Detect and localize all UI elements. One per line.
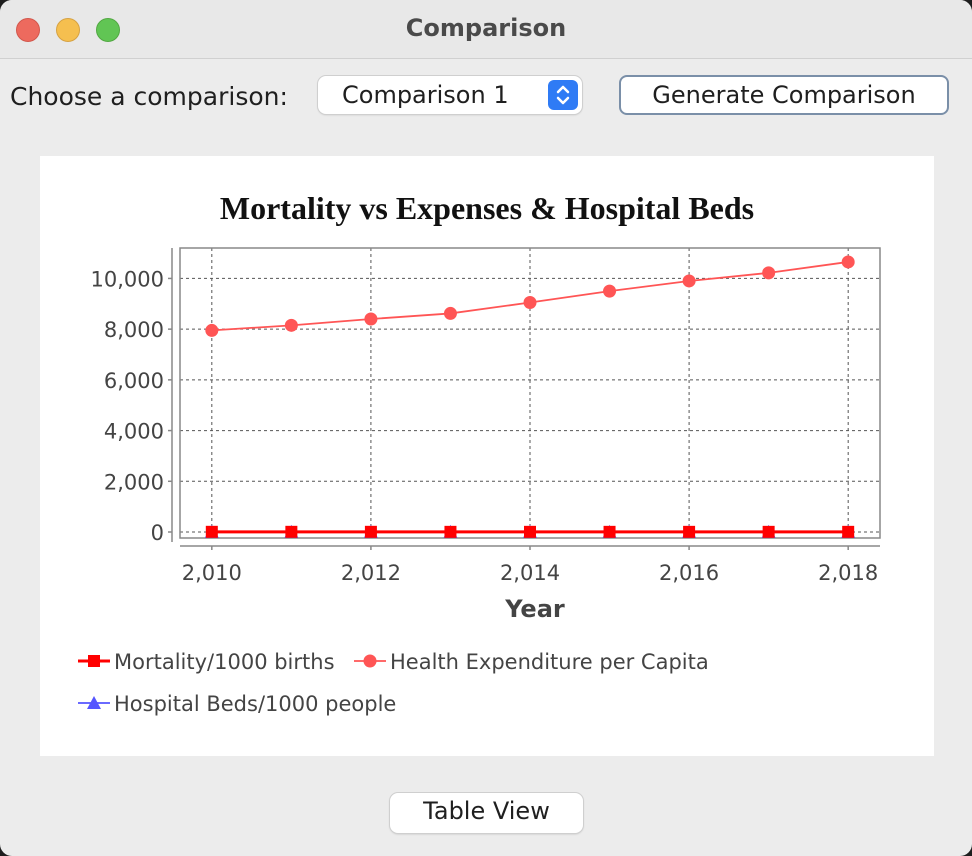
legend-marker-icon xyxy=(88,655,100,667)
plot-area-frame xyxy=(179,247,881,539)
data-point xyxy=(364,312,378,326)
data-point xyxy=(682,274,696,288)
data-point xyxy=(364,525,377,538)
comparison-chart: Mortality vs Expenses & Hospital Beds 02… xyxy=(78,190,881,716)
x-tick-label: 2,018 xyxy=(818,561,878,585)
generate-comparison-label: Generate Comparison xyxy=(652,81,916,109)
data-point xyxy=(285,525,298,538)
y-tick-label: 8,000 xyxy=(104,318,164,342)
data-point xyxy=(841,255,855,269)
legend-label: Mortality/1000 births xyxy=(114,650,335,674)
data-point xyxy=(762,266,776,280)
data-point xyxy=(762,525,775,538)
y-tick-label: 6,000 xyxy=(104,369,164,393)
comparison-select[interactable]: Comparison 1 xyxy=(318,76,582,114)
x-tick-label: 2,010 xyxy=(182,561,242,585)
data-point xyxy=(205,323,219,337)
comparison-select-value: Comparison 1 xyxy=(342,81,509,109)
legend-marker-icon xyxy=(363,654,377,668)
up-down-chevron-icon xyxy=(548,80,578,110)
window-title: Comparison xyxy=(405,14,567,42)
data-point xyxy=(523,296,537,310)
x-axis-label: Year xyxy=(504,595,565,623)
data-point xyxy=(443,306,457,320)
x-tick-label: 2,012 xyxy=(341,561,401,585)
legend-label: Hospital Beds/1000 people xyxy=(114,692,396,716)
data-point xyxy=(842,525,855,538)
table-view-button[interactable]: Table View xyxy=(390,793,583,833)
y-tick-label: 2,000 xyxy=(104,470,164,494)
data-point xyxy=(524,525,536,538)
data-point xyxy=(444,525,457,538)
x-tick-label: 2,014 xyxy=(500,561,560,585)
legend-label: Health Expenditure per Capita xyxy=(390,650,709,674)
x-tick-label: 2,016 xyxy=(659,561,719,585)
choose-comparison-label: Choose a comparison: xyxy=(10,82,288,111)
y-tick-label: 10,000 xyxy=(91,267,164,291)
chart-title: Mortality vs Expenses & Hospital Beds xyxy=(220,190,754,226)
y-tick-label: 4,000 xyxy=(104,420,164,444)
data-point xyxy=(603,284,617,298)
table-view-label: Table View xyxy=(423,797,550,825)
data-point xyxy=(205,525,218,538)
legend-marker-icon xyxy=(87,696,101,709)
minimize-window-button[interactable] xyxy=(56,18,80,42)
data-point xyxy=(603,525,616,538)
close-window-button[interactable] xyxy=(16,18,40,42)
maximize-window-button[interactable] xyxy=(96,18,120,42)
data-point xyxy=(683,525,696,538)
y-tick-label: 0 xyxy=(151,521,164,545)
data-point xyxy=(284,318,298,332)
generate-comparison-button[interactable]: Generate Comparison xyxy=(619,75,949,115)
title-bar: Comparison xyxy=(0,0,972,59)
